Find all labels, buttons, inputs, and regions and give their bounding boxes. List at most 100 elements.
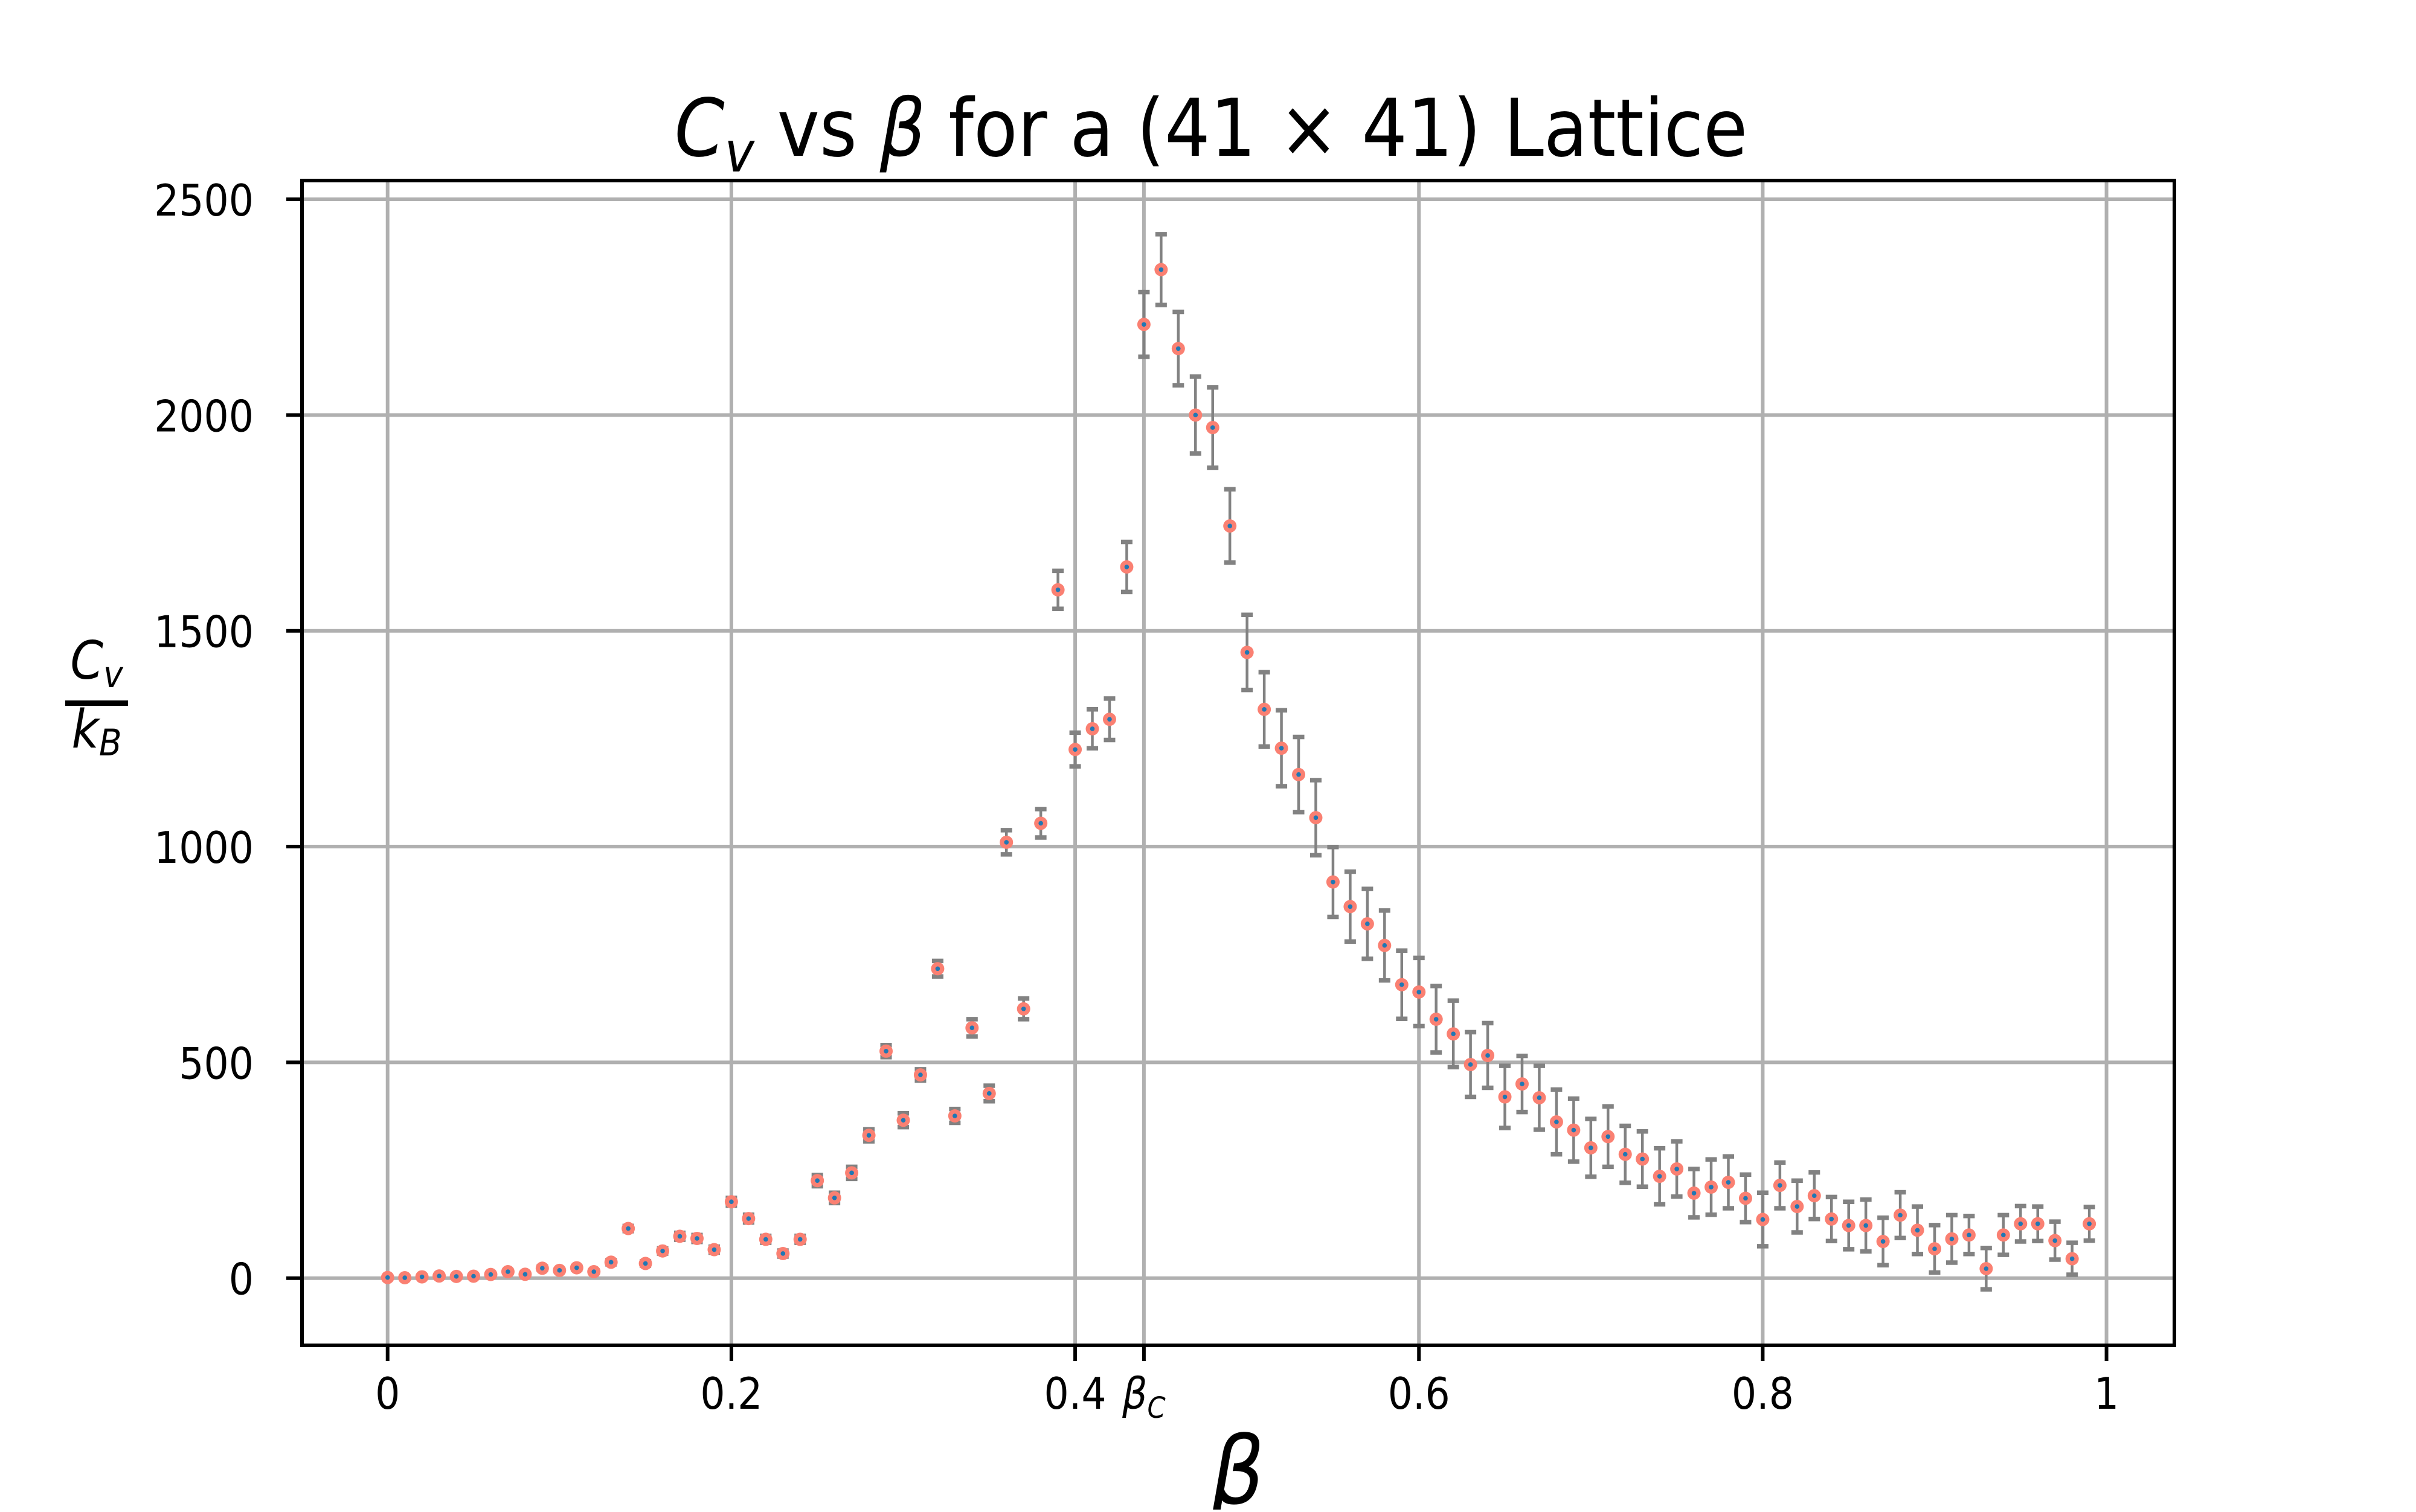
x-tick-label: 0.4 [1044, 1368, 1107, 1419]
data-point-center-dot [729, 1199, 734, 1205]
data-point-center-dot [1416, 990, 1422, 995]
chart-title: Cv vs β for a (41 × 41) Lattice [675, 82, 1748, 185]
x-tick-label: βC [1122, 1368, 1166, 1425]
data-point-center-dot [780, 1251, 786, 1256]
data-point-center-dot [1880, 1239, 1886, 1244]
data-point-center-dot [1726, 1180, 1731, 1185]
data-point-center-dot [1811, 1193, 1817, 1199]
data-point-center-dot [815, 1178, 820, 1184]
data-point-center-dot [1210, 425, 1215, 430]
data-point-center-dot [1090, 726, 1095, 731]
data-point-center-dot [1073, 747, 1078, 752]
data-point-center-dot [969, 1025, 975, 1031]
data-point-center-dot [506, 1269, 510, 1274]
data-point-center-dot [901, 1118, 906, 1123]
data-point-center-dot [1571, 1127, 1576, 1133]
x-tick-label: 0.6 [1388, 1368, 1450, 1419]
data-point-center-dot [935, 966, 940, 972]
data-point-center-dot [695, 1236, 699, 1241]
axes-frame [300, 179, 2176, 1347]
data-point-center-dot [2052, 1238, 2058, 1243]
data-point-center-dot [1227, 524, 1232, 528]
data-point-center-dot [1554, 1120, 1559, 1124]
data-point-center-dot [1193, 412, 1198, 418]
data-point-center-dot [1502, 1094, 1508, 1100]
data-point-center-dot [419, 1274, 425, 1280]
data-point-center-dot [1537, 1095, 1542, 1100]
data-point-center-dot [1468, 1062, 1473, 1067]
data-point-center-dot [1640, 1156, 1645, 1162]
x-axis-label: β [1210, 1417, 1265, 1510]
data-point-center-dot [1055, 588, 1061, 592]
data-point-center-dot [385, 1275, 390, 1280]
data-point-center-dot [1142, 322, 1146, 327]
data-point-center-dot [1778, 1183, 1782, 1188]
data-point-center-dot [1382, 943, 1387, 948]
data-point-center-dot [643, 1261, 648, 1266]
data-point-center-dot [866, 1133, 872, 1138]
data-point-center-dot [1605, 1134, 1611, 1139]
data-point-center-dot [1313, 815, 1319, 820]
x-tick-label: 0.8 [1732, 1368, 1794, 1419]
data-point-center-dot [1399, 982, 1404, 987]
data-point-center-dot [522, 1272, 528, 1277]
x-tick-label: 0.2 [700, 1368, 762, 1419]
data-point-center-dot [1709, 1185, 1714, 1190]
data-point-center-dot [1674, 1167, 1679, 1171]
y-label-numerator: Cv [70, 630, 123, 696]
axes-spines [300, 179, 2176, 1347]
data-point-center-dot [797, 1237, 803, 1242]
data-point-center-dot [849, 1170, 854, 1176]
y-tick-label: 1000 [154, 822, 254, 873]
data-point-center-dot [540, 1266, 545, 1271]
data-point-center-dot [1176, 346, 1181, 351]
data-point-center-dot [1846, 1223, 1851, 1228]
data-point-center-dot [591, 1269, 597, 1274]
y-tick-label: 2000 [154, 391, 254, 441]
data-point-center-dot [2001, 1232, 2006, 1238]
y-axis-label: Cv kB [65, 630, 128, 764]
errorbars [382, 232, 2095, 1292]
data-point-center-dot [1433, 1017, 1439, 1022]
data-point-center-dot [488, 1272, 493, 1277]
data-point-center-dot [471, 1273, 476, 1279]
data-point-center-dot [437, 1273, 442, 1278]
data-point-center-dot [1279, 746, 1284, 751]
data-point-center-dot [557, 1268, 562, 1273]
data-point-center-dot [2018, 1221, 2023, 1226]
data-point-center-dot [1657, 1174, 1662, 1179]
data-point-center-dot [1932, 1246, 1937, 1251]
data-point-center-dot [1451, 1031, 1456, 1037]
data-point-center-dot [2035, 1221, 2040, 1226]
data-point-center-dot [1348, 904, 1353, 909]
data-point-center-dot [986, 1091, 992, 1096]
y-tick-label: 0 [229, 1254, 254, 1305]
data-point-center-dot [1262, 706, 1267, 712]
data-point-center-dot [953, 1113, 957, 1118]
x-tick-label: 1 [2094, 1368, 2119, 1419]
data-point-center-dot [1107, 717, 1112, 722]
y-label-fraction-bar [65, 700, 128, 706]
data-points [381, 263, 2096, 1285]
data-point-center-dot [454, 1274, 459, 1279]
x-tick-labels: 0 0.2 0.4 βC 0.6 0.8 1 [375, 1368, 2119, 1425]
data-point-center-dot [884, 1049, 888, 1054]
data-point-center-dot [1898, 1212, 1903, 1218]
data-point-center-dot [677, 1234, 683, 1239]
tick-marks [286, 197, 2109, 1361]
data-point-center-dot [1794, 1204, 1800, 1209]
data-point-center-dot [1021, 1006, 1026, 1011]
data-point-center-dot [1622, 1152, 1628, 1157]
data-point-center-dot [1038, 821, 1043, 826]
data-point-center-dot [402, 1275, 407, 1280]
data-point-center-dot [1365, 921, 1370, 926]
data-point-center-dot [2087, 1221, 2092, 1226]
data-point-center-dot [1520, 1081, 1524, 1086]
data-point-center-dot [1158, 267, 1164, 272]
data-point-center-dot [1829, 1217, 1834, 1222]
data-point-center-dot [660, 1248, 665, 1254]
data-point-center-dot [1485, 1053, 1490, 1058]
data-point-center-dot [1296, 772, 1301, 777]
